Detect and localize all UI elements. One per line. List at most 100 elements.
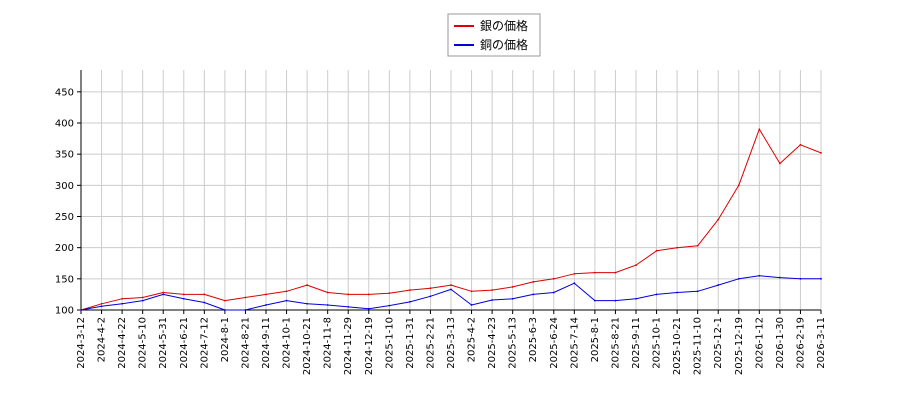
x-tick-label: 2024-10-1 bbox=[282, 317, 293, 369]
x-tick-label: 2026-2-19 bbox=[795, 317, 806, 369]
data-point bbox=[265, 293, 267, 296]
data-point bbox=[182, 297, 185, 300]
y-tick-label: 250 bbox=[55, 212, 74, 223]
data-point bbox=[532, 281, 535, 283]
data-point bbox=[614, 299, 617, 302]
data-point bbox=[778, 276, 781, 279]
y-tick-label: 200 bbox=[55, 243, 74, 254]
data-point bbox=[737, 277, 740, 280]
data-point bbox=[778, 162, 781, 165]
x-tick-label: 2026-1-12 bbox=[754, 317, 765, 369]
data-point bbox=[285, 299, 288, 302]
data-point bbox=[265, 304, 267, 306]
data-point bbox=[141, 299, 144, 302]
x-tick-label: 2024-3-12 bbox=[76, 317, 87, 369]
data-point bbox=[758, 274, 761, 277]
x-tick-label: 2025-6-3 bbox=[528, 317, 539, 362]
x-tick-label: 2024-9-11 bbox=[261, 317, 272, 369]
data-point bbox=[408, 300, 411, 303]
x-tick-label: 2025-3-13 bbox=[446, 317, 457, 369]
x-tick-label: 2025-12-19 bbox=[734, 317, 745, 375]
x-tick-label: 2025-8-1 bbox=[590, 317, 601, 362]
data-point bbox=[244, 309, 247, 311]
data-point bbox=[799, 143, 802, 146]
x-tick-label: 2025-12-1 bbox=[713, 317, 724, 369]
data-point bbox=[676, 291, 679, 294]
x-tick-label: 2024-11-8 bbox=[323, 317, 334, 369]
data-point bbox=[141, 296, 144, 299]
data-point bbox=[573, 282, 576, 285]
data-point bbox=[388, 292, 391, 295]
data-point bbox=[121, 302, 124, 305]
data-point bbox=[388, 304, 391, 307]
data-point bbox=[429, 287, 432, 290]
data-point bbox=[367, 307, 370, 310]
data-point bbox=[203, 293, 206, 296]
x-tick-label: 2025-8-21 bbox=[610, 317, 621, 369]
data-point bbox=[511, 286, 514, 288]
data-point bbox=[347, 293, 350, 296]
data-point bbox=[100, 305, 103, 308]
data-point bbox=[326, 291, 329, 294]
x-tick-label: 2026-3-11 bbox=[816, 317, 827, 369]
x-tick-label: 2024-5-10 bbox=[138, 317, 149, 369]
x-tick-label: 2024-4-22 bbox=[117, 317, 128, 369]
legend-box bbox=[447, 13, 541, 57]
data-point bbox=[162, 291, 165, 294]
data-point bbox=[511, 297, 514, 300]
data-point bbox=[676, 246, 679, 249]
data-point bbox=[758, 128, 761, 131]
data-point bbox=[799, 277, 802, 280]
x-tick-label: 2025-10-1 bbox=[652, 317, 663, 369]
x-tick-label: 2024-11-29 bbox=[343, 317, 354, 375]
x-tick-label: 2024-12-19 bbox=[364, 317, 375, 375]
x-tick-label: 2024-5-31 bbox=[158, 317, 169, 369]
y-tick-label: 100 bbox=[55, 306, 74, 317]
x-tick-label: 2025-6-24 bbox=[549, 317, 560, 369]
y-tick-label: 350 bbox=[55, 150, 74, 161]
data-point bbox=[80, 309, 82, 311]
x-tick-label: 2024-7-12 bbox=[199, 317, 210, 369]
y-tick-label: 450 bbox=[55, 87, 74, 98]
x-tick-label: 2025-7-14 bbox=[569, 317, 580, 369]
data-point bbox=[635, 297, 637, 300]
x-tick-label: 2024-6-21 bbox=[179, 317, 190, 369]
axes: 2024-3-12 2024-4-2 2024-4-22 2024-5-10 2024-… bbox=[55, 70, 827, 375]
data-point bbox=[820, 152, 822, 154]
data-point bbox=[635, 264, 637, 267]
data-point bbox=[162, 293, 165, 296]
data-point bbox=[408, 289, 411, 291]
series-layer bbox=[80, 128, 822, 311]
data-point bbox=[450, 288, 452, 291]
data-point bbox=[429, 295, 432, 298]
y-tick-label: 400 bbox=[55, 118, 74, 129]
data-point bbox=[696, 244, 699, 247]
y-tick-label: 150 bbox=[55, 274, 74, 285]
data-point bbox=[593, 299, 596, 302]
data-point bbox=[326, 304, 329, 306]
data-point bbox=[491, 299, 494, 301]
data-point bbox=[470, 290, 473, 293]
data-point bbox=[737, 184, 740, 187]
data-point bbox=[121, 297, 124, 300]
data-point bbox=[696, 290, 699, 293]
x-tick-label: 2024-8-1 bbox=[220, 317, 231, 362]
legend-label: 銀の価格 bbox=[480, 18, 528, 33]
data-point bbox=[223, 299, 226, 302]
data-point bbox=[552, 291, 555, 294]
data-point bbox=[244, 296, 247, 299]
legend-label: 銅の価格 bbox=[480, 37, 528, 52]
data-point bbox=[655, 293, 658, 296]
x-tick-label: 2024-10-21 bbox=[302, 317, 313, 375]
data-point bbox=[552, 277, 555, 280]
data-point bbox=[717, 284, 720, 286]
data-point bbox=[223, 309, 226, 311]
x-tick-label: 2025-2-21 bbox=[425, 317, 436, 369]
data-point bbox=[470, 304, 473, 306]
y-tick-label: 300 bbox=[55, 181, 74, 192]
x-tick-label: 2025-4-23 bbox=[487, 317, 498, 369]
